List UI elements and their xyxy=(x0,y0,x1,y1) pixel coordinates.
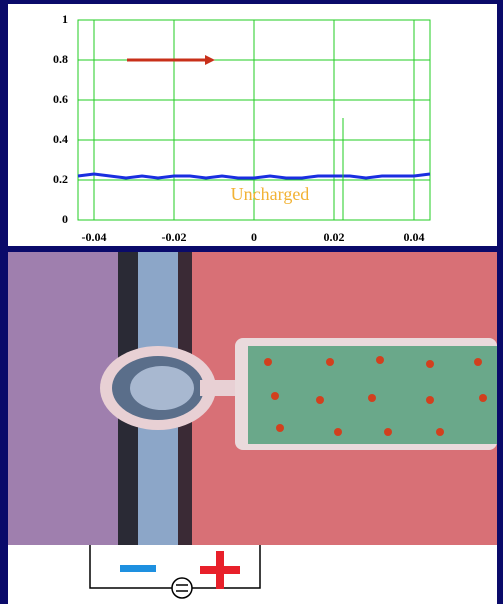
y-tick-label: 0 xyxy=(62,212,68,226)
y-tick-label: 1 xyxy=(62,12,68,26)
circuit xyxy=(8,545,497,604)
x-tick-label: -0.04 xyxy=(82,230,107,244)
data-line xyxy=(77,172,431,180)
y-tick-label: 0.2 xyxy=(53,172,68,186)
plus-sign xyxy=(216,551,224,589)
x-tick-label: 0.02 xyxy=(324,230,345,244)
x-tick-label: -0.02 xyxy=(162,230,187,244)
chart-panel xyxy=(8,4,497,246)
micrograph xyxy=(8,252,497,545)
arrow-head xyxy=(205,55,215,65)
x-tick-label: 0.04 xyxy=(404,230,425,244)
annotation: Uncharged xyxy=(231,184,310,204)
y-tick-label: 0.6 xyxy=(53,92,68,106)
x-tick-label: 0 xyxy=(251,230,257,244)
minus-sign xyxy=(120,565,156,572)
y-tick-label: 0.4 xyxy=(53,132,68,146)
y-tick-label: 0.8 xyxy=(53,52,68,66)
